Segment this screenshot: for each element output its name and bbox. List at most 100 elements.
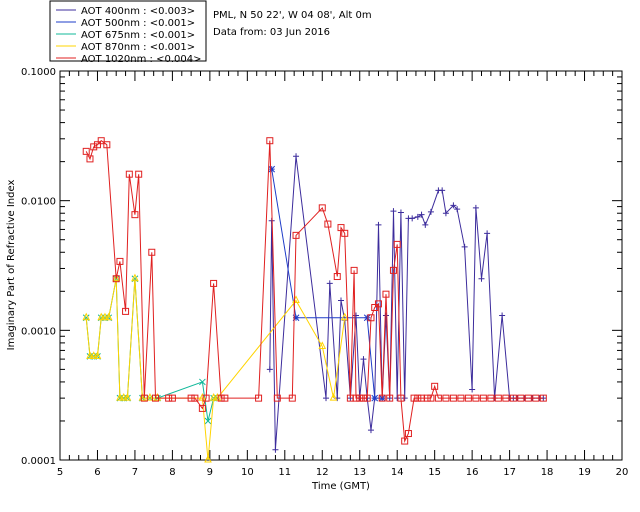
data-point (404, 430, 412, 438)
data-point (288, 394, 296, 402)
x-tick-label: 7 (132, 467, 138, 478)
x-tick-label: 9 (207, 467, 213, 478)
data-point (82, 147, 90, 155)
data-point (116, 257, 124, 265)
x-tick-label: 16 (466, 467, 479, 478)
data-point (439, 187, 446, 194)
data-point (165, 394, 173, 402)
data-point (337, 224, 345, 232)
data-point (449, 394, 457, 402)
x-tick-label: 20 (616, 467, 629, 478)
data-point (524, 394, 532, 402)
data-point (89, 351, 98, 359)
data-point (414, 213, 421, 220)
data-point (217, 394, 225, 402)
data-point (209, 393, 218, 401)
data-point (532, 394, 540, 402)
data-point (135, 170, 143, 178)
data-point (397, 394, 405, 402)
data-point (450, 202, 457, 209)
x-tick-label: 13 (353, 467, 366, 478)
data-point (198, 393, 207, 401)
data-point (338, 297, 344, 304)
data-point (363, 394, 371, 402)
legend-label: AOT 1020nm : <0.004> (81, 54, 201, 65)
data-point (418, 211, 425, 218)
x-tick-label: 6 (94, 467, 100, 478)
x-tick-label: 19 (578, 467, 591, 478)
data-point (204, 454, 212, 463)
data-point (293, 153, 300, 160)
data-point (125, 170, 133, 178)
station-info: PML, N 50 22', W 04 08', Alt 0m (213, 10, 372, 21)
plot-frame (59, 70, 623, 461)
data-point (340, 312, 349, 321)
data-point (472, 394, 480, 402)
data-point (198, 404, 206, 412)
data-point (202, 394, 210, 402)
data-point (112, 273, 121, 282)
data-point (422, 221, 429, 228)
axis-ticks: 5 6 7 8 9 10 11 12 13 14 15 16 17 18 19 20 0.0001 0.0010 0… (21, 67, 628, 478)
data-point (140, 394, 148, 402)
series-layer (82, 137, 547, 463)
data-point (191, 394, 199, 402)
data-point (168, 394, 176, 402)
data-point (266, 366, 273, 373)
data-point (359, 394, 367, 402)
data-point (352, 394, 360, 402)
data-point (442, 394, 450, 402)
data-point (401, 395, 408, 402)
x-tick-label: 5 (57, 467, 63, 478)
data-point (478, 275, 485, 282)
data-point (472, 204, 479, 211)
x-tick-label: 8 (169, 467, 175, 478)
data-point (409, 215, 416, 222)
data-point (469, 386, 476, 393)
y-tick-label: 0.0001 (21, 456, 56, 467)
data-point (268, 165, 276, 173)
data-point (539, 394, 547, 402)
data-point (382, 312, 389, 319)
data-point (356, 394, 364, 402)
data-point (90, 143, 98, 151)
data-point (146, 393, 154, 401)
data-point (378, 394, 386, 402)
x-tick-label: 17 (503, 467, 516, 478)
data-point (479, 394, 487, 402)
data-point (116, 393, 124, 401)
x-axis-label: Time (GMT) (311, 481, 370, 492)
data-point (461, 243, 468, 250)
data-point (499, 312, 506, 319)
data-point (423, 394, 431, 402)
y-tick-label: 0.0010 (21, 326, 56, 337)
series-line (85, 278, 346, 461)
data-point (487, 394, 495, 402)
data-point (97, 312, 106, 321)
data-point (324, 220, 332, 228)
data-point (502, 394, 510, 402)
data-point (255, 394, 263, 402)
data-point (484, 230, 491, 237)
x-tick-label: 10 (241, 467, 254, 478)
data-point (333, 273, 341, 281)
data-point (360, 356, 367, 363)
x-tick-label: 11 (278, 467, 291, 478)
data-point (213, 393, 222, 401)
series (268, 165, 386, 402)
data-point (86, 155, 94, 163)
data-point (390, 208, 397, 215)
data-point (427, 394, 435, 402)
data-point (375, 221, 382, 228)
data-point (517, 394, 525, 402)
data-point (104, 312, 113, 321)
data-point (371, 304, 379, 312)
x-tick-label: 14 (391, 467, 404, 478)
data-point (350, 266, 358, 274)
data-point (292, 314, 300, 322)
data-point (363, 314, 371, 322)
legend-label: AOT 400nm : <0.003> (81, 6, 195, 17)
data-point (123, 393, 132, 401)
data-point (318, 204, 326, 212)
